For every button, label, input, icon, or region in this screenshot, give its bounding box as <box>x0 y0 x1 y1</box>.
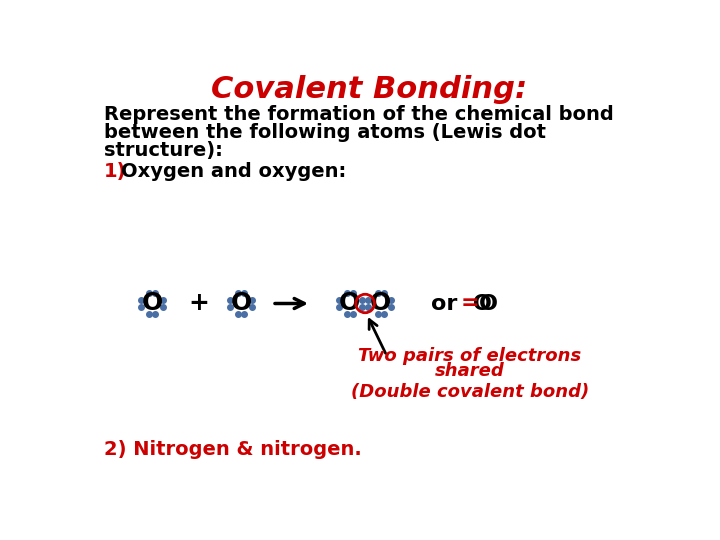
Text: 1): 1) <box>104 161 127 180</box>
Text: 2) Nitrogen & nitrogen.: 2) Nitrogen & nitrogen. <box>104 440 361 460</box>
Text: between the following atoms (Lewis dot: between the following atoms (Lewis dot <box>104 123 546 142</box>
Text: O: O <box>370 292 391 315</box>
Text: O: O <box>230 292 252 315</box>
Text: Oxygen and oxygen:: Oxygen and oxygen: <box>121 161 346 180</box>
Text: O: O <box>141 292 163 315</box>
Text: +: + <box>188 292 209 315</box>
Text: Two pairs of electrons: Two pairs of electrons <box>358 347 581 365</box>
Text: shared: shared <box>435 362 505 380</box>
Text: O: O <box>479 294 498 314</box>
Text: or  O: or O <box>431 294 492 314</box>
Text: Covalent Bonding:: Covalent Bonding: <box>211 75 527 104</box>
Text: (Double covalent bond): (Double covalent bond) <box>351 383 589 401</box>
Text: Represent the formation of the chemical bond: Represent the formation of the chemical … <box>104 105 613 124</box>
Text: O: O <box>339 292 360 315</box>
Text: structure):: structure): <box>104 141 222 160</box>
Text: =: = <box>460 294 479 314</box>
